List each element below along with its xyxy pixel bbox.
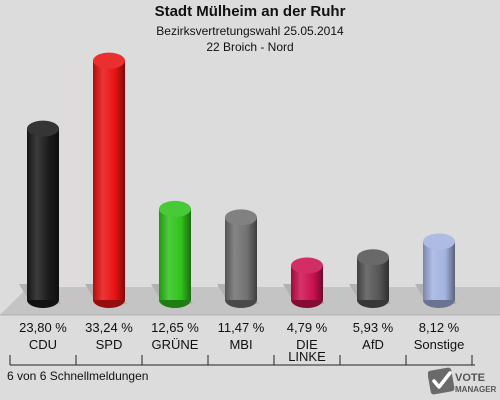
category-label: AfD xyxy=(362,337,384,352)
bar-top xyxy=(225,209,257,226)
bar-mbi xyxy=(225,209,257,308)
bar-top xyxy=(423,233,455,250)
bar-top xyxy=(159,200,191,217)
bar-grüne xyxy=(159,200,191,308)
bar-body xyxy=(159,208,191,300)
bar-cdu xyxy=(27,120,59,308)
bar-body xyxy=(27,128,59,300)
bar-afd xyxy=(357,249,389,308)
bar-top xyxy=(357,249,389,266)
bar-top xyxy=(93,52,125,69)
bar-top xyxy=(27,120,59,137)
category-label: CDU xyxy=(29,337,57,352)
bar-die-linke xyxy=(291,257,323,308)
value-label: 12,65 % xyxy=(151,320,199,335)
chart-title: Stadt Mülheim an der Ruhr xyxy=(154,3,346,20)
bar-top xyxy=(291,257,323,274)
district-label: 22 Broich - Nord xyxy=(206,40,294,54)
category-label: SPD xyxy=(96,337,123,352)
category-label: MBI xyxy=(229,337,252,352)
bar-sonstige xyxy=(423,233,455,308)
bar-body xyxy=(93,60,125,301)
category-label: DIE xyxy=(296,337,318,352)
value-label: 5,93 % xyxy=(353,320,394,335)
value-label: 33,24 % xyxy=(85,320,133,335)
value-label: 4,79 % xyxy=(287,320,328,335)
category-label: LINKE xyxy=(288,349,326,364)
category-label: GRÜNE xyxy=(152,337,199,352)
value-label: 11,47 % xyxy=(218,320,265,335)
status-text: 6 von 6 Schnellmeldungen xyxy=(7,369,149,383)
value-label: 8,12 % xyxy=(419,320,460,335)
bar-body xyxy=(423,241,455,300)
bar-spd xyxy=(93,52,125,308)
bar-body xyxy=(225,217,257,300)
chart-subtitle: Bezirksvertretungswahl 25.05.2014 xyxy=(156,24,344,38)
vote-manager-logo: VOTE MANAGER xyxy=(428,367,497,395)
value-label: 23,80 % xyxy=(19,320,67,335)
svg-text:MANAGER: MANAGER xyxy=(455,385,497,394)
category-label: Sonstige xyxy=(414,337,465,352)
svg-text:VOTE: VOTE xyxy=(455,372,485,384)
